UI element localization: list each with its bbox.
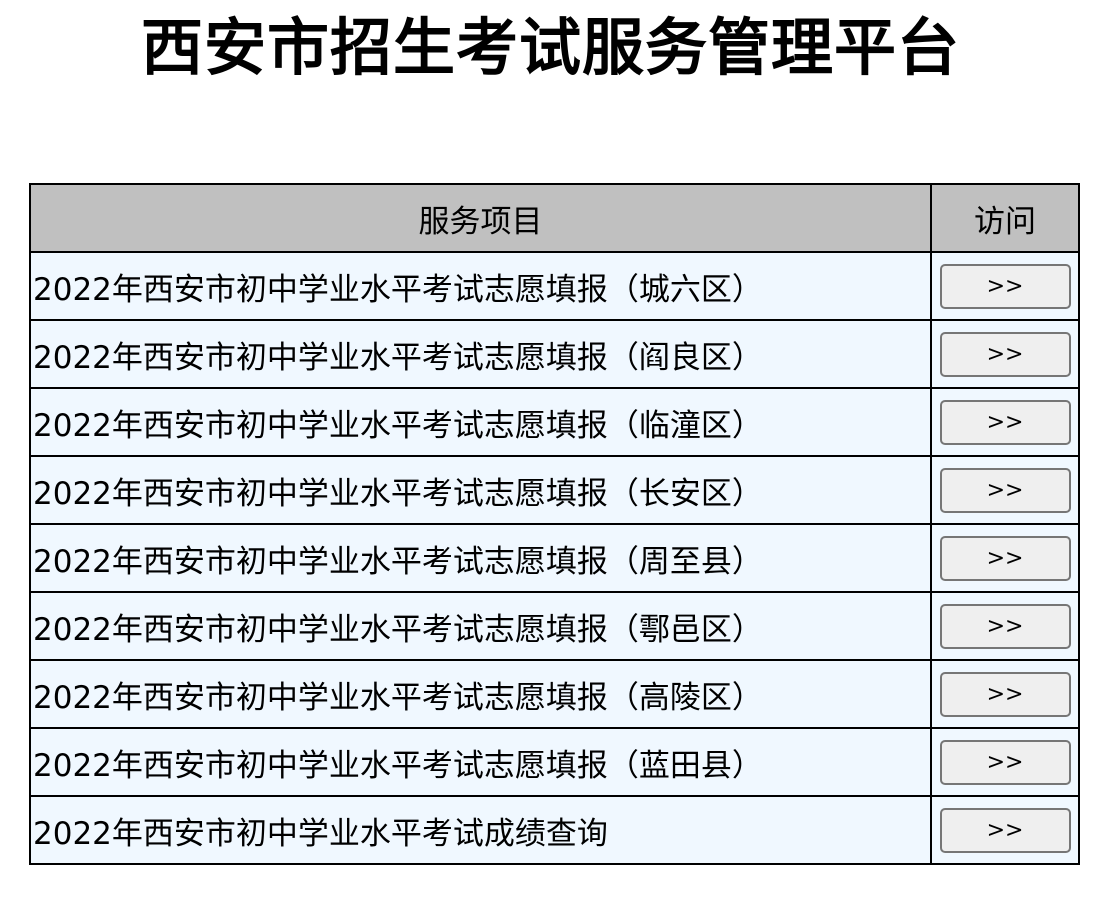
- table-row: 2022年西安市初中学业水平考试志愿填报（周至县） >>: [29, 523, 1080, 593]
- table-row: 2022年西安市初中学业水平考试志愿填报（高陵区） >>: [29, 659, 1080, 729]
- visit-button[interactable]: >>: [939, 399, 1071, 445]
- service-name: 2022年西安市初中学业水平考试志愿填报（城六区）: [29, 251, 932, 321]
- visit-button[interactable]: >>: [939, 739, 1071, 785]
- table-row: 2022年西安市初中学业水平考试志愿填报（阎良区） >>: [29, 319, 1080, 389]
- access-cell: >>: [930, 387, 1080, 457]
- access-cell: >>: [930, 455, 1080, 525]
- table-row: 2022年西安市初中学业水平考试志愿填报（鄠邑区） >>: [29, 591, 1080, 661]
- access-cell: >>: [930, 659, 1080, 729]
- access-cell: >>: [930, 795, 1080, 865]
- access-cell: >>: [930, 319, 1080, 389]
- header-access: 访问: [930, 183, 1080, 253]
- visit-button[interactable]: >>: [939, 263, 1071, 309]
- page-title: 西安市招生考试服务管理平台: [140, 11, 960, 84]
- visit-button[interactable]: >>: [939, 467, 1071, 513]
- table-row: 2022年西安市初中学业水平考试成绩查询 >>: [29, 795, 1080, 865]
- table-row: 2022年西安市初中学业水平考试志愿填报（城六区） >>: [29, 251, 1080, 321]
- service-name: 2022年西安市初中学业水平考试志愿填报（阎良区）: [29, 319, 932, 389]
- visit-button[interactable]: >>: [939, 331, 1071, 377]
- access-cell: >>: [930, 523, 1080, 593]
- access-cell: >>: [930, 251, 1080, 321]
- visit-button[interactable]: >>: [939, 603, 1071, 649]
- service-name: 2022年西安市初中学业水平考试志愿填报（临潼区）: [29, 387, 932, 457]
- table-row: 2022年西安市初中学业水平考试志愿填报（长安区） >>: [29, 455, 1080, 525]
- visit-button[interactable]: >>: [939, 671, 1071, 717]
- service-name: 2022年西安市初中学业水平考试成绩查询: [29, 795, 932, 865]
- table-row: 2022年西安市初中学业水平考试志愿填报（蓝田县） >>: [29, 727, 1080, 797]
- access-cell: >>: [930, 591, 1080, 661]
- service-name: 2022年西安市初中学业水平考试志愿填报（蓝田县）: [29, 727, 932, 797]
- service-name: 2022年西安市初中学业水平考试志愿填报（鄠邑区）: [29, 591, 932, 661]
- header-service-item: 服务项目: [29, 183, 932, 253]
- table-header-row: 服务项目 访问: [29, 183, 1080, 253]
- service-name: 2022年西安市初中学业水平考试志愿填报（高陵区）: [29, 659, 932, 729]
- service-name: 2022年西安市初中学业水平考试志愿填报（周至县）: [29, 523, 932, 593]
- table-row: 2022年西安市初中学业水平考试志愿填报（临潼区） >>: [29, 387, 1080, 457]
- service-name: 2022年西安市初中学业水平考试志愿填报（长安区）: [29, 455, 932, 525]
- visit-button[interactable]: >>: [939, 807, 1071, 853]
- access-cell: >>: [930, 727, 1080, 797]
- visit-button[interactable]: >>: [939, 535, 1071, 581]
- services-table: 服务项目 访问 2022年西安市初中学业水平考试志愿填报（城六区） >> 2022…: [29, 183, 1080, 865]
